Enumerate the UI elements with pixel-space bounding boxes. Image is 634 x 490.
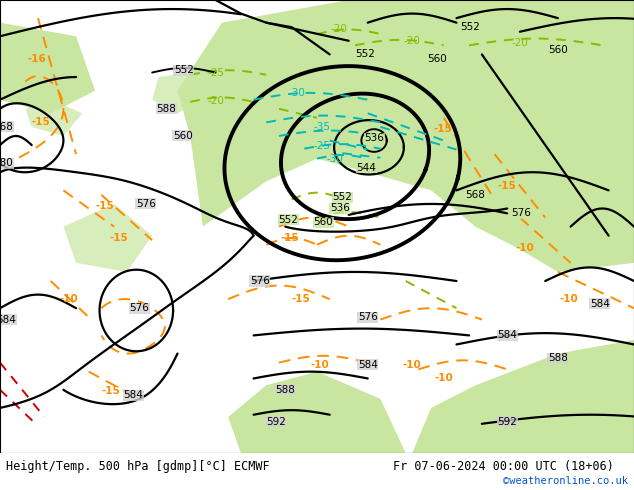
Text: 576: 576 — [358, 312, 378, 322]
Text: -10: -10 — [434, 373, 453, 384]
Text: 568: 568 — [0, 122, 13, 132]
Text: 592: 592 — [266, 416, 286, 426]
Text: -20: -20 — [331, 24, 347, 34]
Text: -15: -15 — [95, 201, 114, 211]
Text: -15: -15 — [110, 233, 129, 243]
Text: 580: 580 — [0, 158, 13, 168]
Polygon shape — [63, 204, 152, 272]
Text: -20: -20 — [207, 96, 224, 106]
Text: -20: -20 — [512, 38, 528, 48]
Text: 552: 552 — [278, 215, 299, 225]
Text: 584: 584 — [590, 299, 610, 309]
Text: 576: 576 — [511, 208, 531, 218]
Polygon shape — [25, 99, 82, 136]
Text: -30: -30 — [288, 88, 305, 98]
Text: 536: 536 — [330, 203, 350, 214]
Text: 544: 544 — [356, 163, 377, 172]
Text: 568: 568 — [465, 190, 486, 200]
Text: Fr 07-06-2024 00:00 UTC (18+06): Fr 07-06-2024 00:00 UTC (18+06) — [393, 460, 614, 473]
Text: 576: 576 — [129, 303, 150, 313]
Text: -10: -10 — [311, 360, 330, 370]
Text: 552: 552 — [460, 22, 481, 32]
Text: 576: 576 — [250, 276, 270, 286]
Text: -30: -30 — [327, 154, 343, 164]
Text: -25: -25 — [207, 68, 224, 77]
Text: -16: -16 — [27, 54, 46, 64]
Text: -10: -10 — [403, 360, 422, 370]
Text: -35: -35 — [314, 122, 330, 132]
Text: 584: 584 — [497, 330, 517, 341]
Text: -15: -15 — [498, 181, 517, 191]
Text: 588: 588 — [275, 385, 295, 395]
Polygon shape — [444, 0, 571, 73]
Text: 552: 552 — [174, 65, 194, 75]
Text: 592: 592 — [497, 416, 517, 426]
Text: 588: 588 — [548, 353, 568, 363]
Text: 576: 576 — [136, 199, 156, 209]
Text: -15: -15 — [292, 294, 311, 304]
Text: -10: -10 — [515, 244, 534, 253]
Text: 584: 584 — [123, 390, 143, 400]
Text: 584: 584 — [0, 315, 16, 324]
Polygon shape — [228, 371, 406, 453]
Text: 560: 560 — [172, 131, 193, 141]
Text: -15: -15 — [101, 386, 120, 396]
Text: -10: -10 — [59, 294, 78, 304]
Text: Height/Temp. 500 hPa [gdmp][°C] ECMWF: Height/Temp. 500 hPa [gdmp][°C] ECMWF — [6, 460, 270, 473]
Text: 560: 560 — [548, 45, 568, 55]
Polygon shape — [0, 23, 95, 113]
Text: 588: 588 — [156, 104, 176, 114]
Text: 560: 560 — [313, 217, 333, 227]
Polygon shape — [178, 0, 634, 272]
Polygon shape — [13, 46, 63, 91]
Text: -25: -25 — [314, 141, 330, 151]
Text: 536: 536 — [364, 133, 384, 143]
Text: ©weatheronline.co.uk: ©weatheronline.co.uk — [503, 476, 628, 486]
Text: -15: -15 — [433, 124, 452, 134]
Polygon shape — [152, 73, 203, 113]
Text: 560: 560 — [427, 54, 448, 64]
Polygon shape — [412, 340, 634, 453]
Text: 552: 552 — [332, 192, 353, 202]
Text: -10: -10 — [560, 294, 579, 304]
Text: 584: 584 — [358, 360, 378, 370]
Text: 552: 552 — [355, 49, 375, 59]
Text: -20: -20 — [404, 36, 420, 46]
Text: -15: -15 — [32, 118, 51, 127]
Text: -15: -15 — [281, 233, 300, 243]
